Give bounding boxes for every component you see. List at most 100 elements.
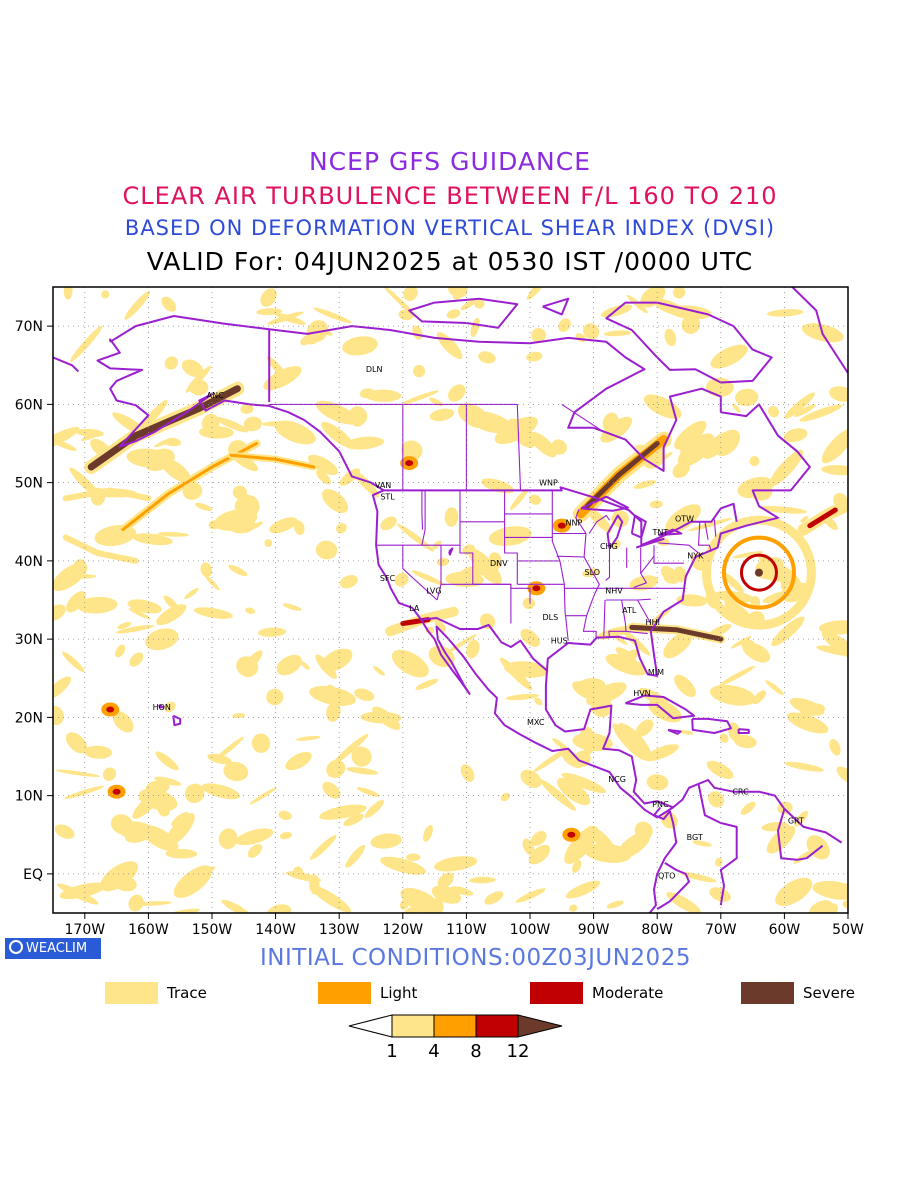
trace-patch [364, 799, 384, 819]
trace-patch [665, 504, 701, 533]
trace-patch [279, 831, 293, 840]
storm-ring [701, 515, 816, 630]
trace-patch [520, 769, 542, 788]
trace-patch [300, 661, 310, 670]
trace-patch [117, 621, 132, 630]
trace-patch [649, 500, 663, 509]
coastline [648, 806, 678, 913]
map-frame [52, 286, 849, 914]
trace-patch [69, 325, 103, 362]
trace-patch [394, 572, 409, 587]
trace-patch [809, 900, 833, 913]
trace-patch [505, 693, 539, 701]
trace-patch [157, 804, 170, 817]
trace-patch [232, 713, 246, 719]
trace-patch [164, 701, 176, 713]
state-border [376, 544, 438, 601]
trace-patch [282, 603, 302, 611]
trace-patch [786, 712, 829, 734]
trace-patch [181, 359, 204, 377]
trace-patch [429, 408, 455, 422]
trace-patch [842, 900, 848, 909]
trace-patch [470, 317, 480, 337]
storm-ring [739, 553, 778, 592]
trace-patch [433, 856, 478, 872]
trace-patch [522, 597, 536, 610]
trace-patch [274, 420, 316, 445]
coastline [96, 338, 674, 819]
trace-patch [228, 564, 248, 577]
trace-patch [339, 574, 358, 589]
station-label: HUS [551, 637, 568, 646]
trace-patch [145, 780, 170, 795]
trace-patch [821, 428, 848, 464]
trace-patch [194, 502, 213, 512]
trace-patch [732, 403, 741, 413]
trace-patch [342, 336, 378, 356]
trace-patch [128, 894, 144, 912]
trace-patch [380, 856, 427, 875]
trace-patch [448, 384, 466, 402]
trace-patch [260, 288, 277, 307]
trace-patch [322, 781, 341, 799]
trace-patch [528, 844, 551, 865]
trace-patch [732, 551, 764, 559]
trace-patch [372, 706, 401, 730]
trace-patch [775, 877, 813, 907]
trace-patch [315, 654, 337, 679]
trace-patch [53, 426, 80, 450]
trace-patch [54, 824, 75, 839]
trace-patch [444, 507, 459, 527]
chart-title-line-3: BASED ON DEFORMATION VERTICAL SHEAR INDE… [124, 216, 776, 240]
turbulence-band [584, 441, 660, 509]
storm-core [754, 568, 763, 577]
trace-patch [530, 830, 547, 846]
coastline [777, 808, 824, 861]
station-label: OTW [675, 515, 694, 524]
trace-patch [64, 785, 104, 799]
trace-patch [556, 777, 591, 806]
trace-patch [100, 861, 139, 892]
trace-patch [63, 287, 73, 300]
trace-patch [680, 730, 694, 735]
trace-patch [460, 298, 478, 311]
moderate-patch [112, 788, 121, 795]
lon-tick-label: 120W [383, 922, 424, 938]
trace-patch [309, 834, 337, 860]
station-label: TNT [651, 528, 668, 537]
trace-patch [681, 315, 701, 334]
trace-patch [558, 318, 571, 333]
trace-patch [710, 344, 748, 369]
colorbar-segment [475, 1014, 519, 1038]
trace-patch [276, 654, 303, 676]
trace-patch [336, 523, 347, 534]
coastline [448, 547, 454, 556]
trace-patch [215, 416, 249, 433]
trace-patch [161, 296, 177, 312]
trace-patch [730, 635, 752, 649]
trace-patch [53, 604, 66, 622]
legend-label: Light [380, 984, 418, 1002]
trace-patch [55, 769, 101, 778]
trace-patch [768, 405, 780, 418]
trace-patch [126, 448, 172, 468]
trace-patch [319, 804, 367, 820]
trace-patch [660, 566, 679, 584]
chart-title-line-1: NCEP GFS GUIDANCE [308, 147, 591, 176]
trace-patch [752, 690, 767, 705]
trace-patch [127, 599, 162, 614]
trace-patch [479, 613, 496, 630]
station-label: STL [380, 493, 395, 502]
state-border [605, 546, 611, 581]
station-label: PNC [652, 800, 669, 809]
trace-patch [193, 607, 233, 619]
trace-patch [572, 860, 582, 873]
trace-patch [709, 684, 756, 706]
lon-tick-label: 50W [832, 922, 864, 938]
trace-patch [156, 604, 187, 626]
trace-patch [534, 697, 543, 706]
station-label: MIM [648, 668, 664, 677]
station-label: HHI [646, 618, 660, 627]
trace-patch [737, 476, 774, 499]
trace-patch [403, 287, 418, 302]
